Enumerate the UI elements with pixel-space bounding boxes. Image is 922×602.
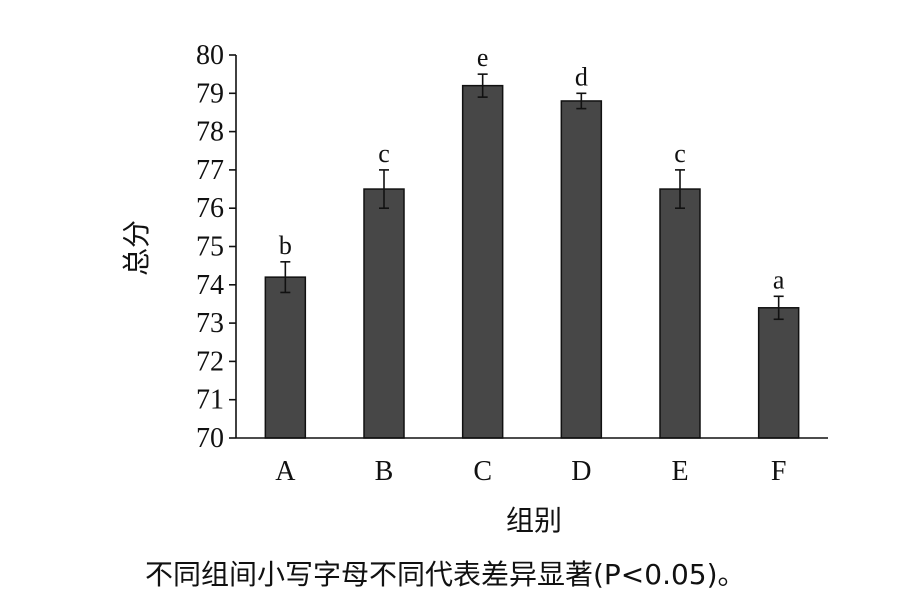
x-tick-label: C xyxy=(473,456,492,487)
significance-label-b: c xyxy=(378,139,390,168)
significance-label-a: b xyxy=(279,231,292,260)
bar-c xyxy=(461,84,504,439)
y-tick-label: 79 xyxy=(196,78,224,109)
figure-caption: 不同组间小写字母不同代表差异显著(P<0.05)。 xyxy=(145,558,746,591)
x-tick-label: A xyxy=(275,456,296,487)
y-axis-title: 总分 xyxy=(120,220,153,276)
x-ticks-layer: A B C D E F xyxy=(275,456,786,487)
significance-label-f: a xyxy=(773,265,785,294)
y-tick-label: 71 xyxy=(196,385,224,416)
x-tick-label: D xyxy=(571,456,591,487)
significance-label-c: e xyxy=(477,43,489,72)
bar-a xyxy=(264,276,307,439)
y-tick-label: 73 xyxy=(196,308,224,339)
bar-b xyxy=(363,188,405,439)
y-tick-label: 74 xyxy=(196,270,224,301)
error-bars-layer xyxy=(280,73,784,321)
y-ticks-layer: 70 71 72 73 74 75 76 77 78 79 80 xyxy=(196,40,236,454)
y-tick-label: 75 xyxy=(196,232,224,263)
y-tick-label: 78 xyxy=(196,117,224,148)
bar-d xyxy=(560,100,603,439)
x-tick-label: F xyxy=(771,456,787,487)
y-tick-label: 72 xyxy=(196,346,224,377)
significance-label-e: c xyxy=(674,139,686,168)
x-tick-label: B xyxy=(375,456,394,487)
y-tick-label: 80 xyxy=(196,40,224,71)
bar-f xyxy=(757,307,800,439)
axes-layer xyxy=(235,55,828,439)
x-tick-label: E xyxy=(671,456,688,487)
y-tick-label: 77 xyxy=(196,155,224,186)
x-axis-title: 组别 xyxy=(506,504,562,537)
significance-labels-layer: b c e d c a xyxy=(279,43,785,294)
bar-e xyxy=(659,188,701,439)
y-tick-label: 76 xyxy=(196,193,224,224)
y-tick-label: 70 xyxy=(196,423,224,454)
bars-layer xyxy=(264,84,800,439)
significance-label-d: d xyxy=(575,62,588,91)
